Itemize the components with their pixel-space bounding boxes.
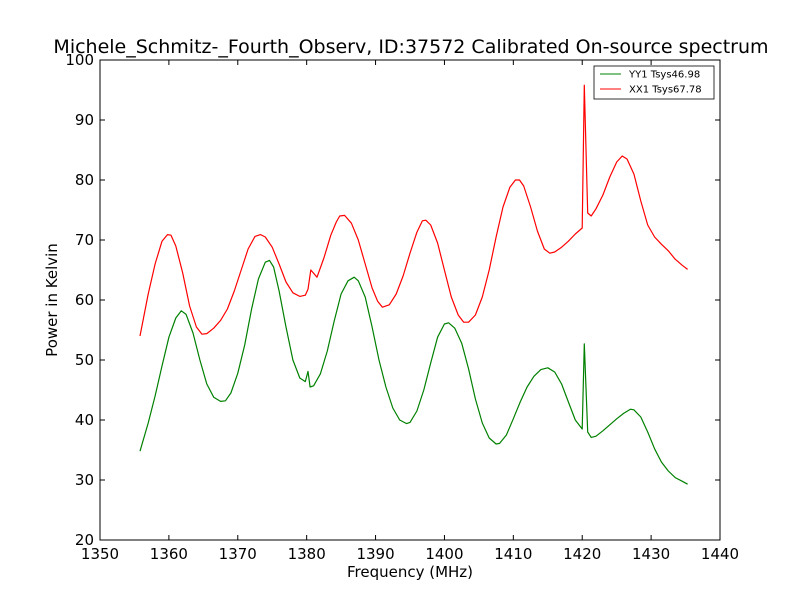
y-tick-label: 50 bbox=[75, 351, 94, 369]
x-tick-label: 1410 bbox=[494, 545, 532, 563]
x-tick-label: 1440 bbox=[701, 545, 739, 563]
y-axis-label: Power in Kelvin bbox=[43, 243, 61, 357]
x-tick-label: 1370 bbox=[219, 545, 257, 563]
series-line-yy1 bbox=[139, 259, 688, 485]
x-tick-label: 1400 bbox=[425, 545, 463, 563]
x-tick-label: 1380 bbox=[288, 545, 326, 563]
x-tick-label: 1360 bbox=[150, 545, 188, 563]
legend: YY1 Tsys46.98 XX1 Tsys67.78 bbox=[593, 65, 715, 100]
x-axis: 1350 1360 1370 1380 1390 1400 1410 1420 1430 1440 bbox=[81, 60, 739, 563]
plot-area bbox=[100, 60, 720, 540]
legend-box bbox=[593, 65, 715, 100]
x-tick-label: 1350 bbox=[81, 545, 119, 563]
y-tick-label: 70 bbox=[75, 231, 94, 249]
y-tick-label: 40 bbox=[75, 411, 94, 429]
y-tick-label: 100 bbox=[65, 51, 94, 69]
y-tick-label: 30 bbox=[75, 471, 94, 489]
legend-label-yy1: YY1 Tsys46.98 bbox=[628, 70, 700, 81]
series-layer bbox=[139, 84, 688, 485]
y-tick-label: 60 bbox=[75, 291, 94, 309]
x-tick-label: 1390 bbox=[356, 545, 394, 563]
x-tick-label: 1430 bbox=[632, 545, 670, 563]
x-tick-label: 1420 bbox=[563, 545, 601, 563]
y-tick-label: 90 bbox=[75, 111, 94, 129]
y-tick-label: 80 bbox=[75, 171, 94, 189]
y-tick-label: 20 bbox=[75, 531, 94, 549]
legend-label-xx1: XX1 Tsys67.78 bbox=[629, 85, 702, 96]
chart-title: Michele_Schmitz-_Fourth_Observ, ID:37572… bbox=[53, 36, 768, 58]
y-axis: 20 30 40 50 60 70 80 90 100 bbox=[65, 51, 720, 549]
x-axis-label: Frequency (MHz) bbox=[347, 563, 473, 581]
series-line-xx1 bbox=[139, 84, 688, 337]
